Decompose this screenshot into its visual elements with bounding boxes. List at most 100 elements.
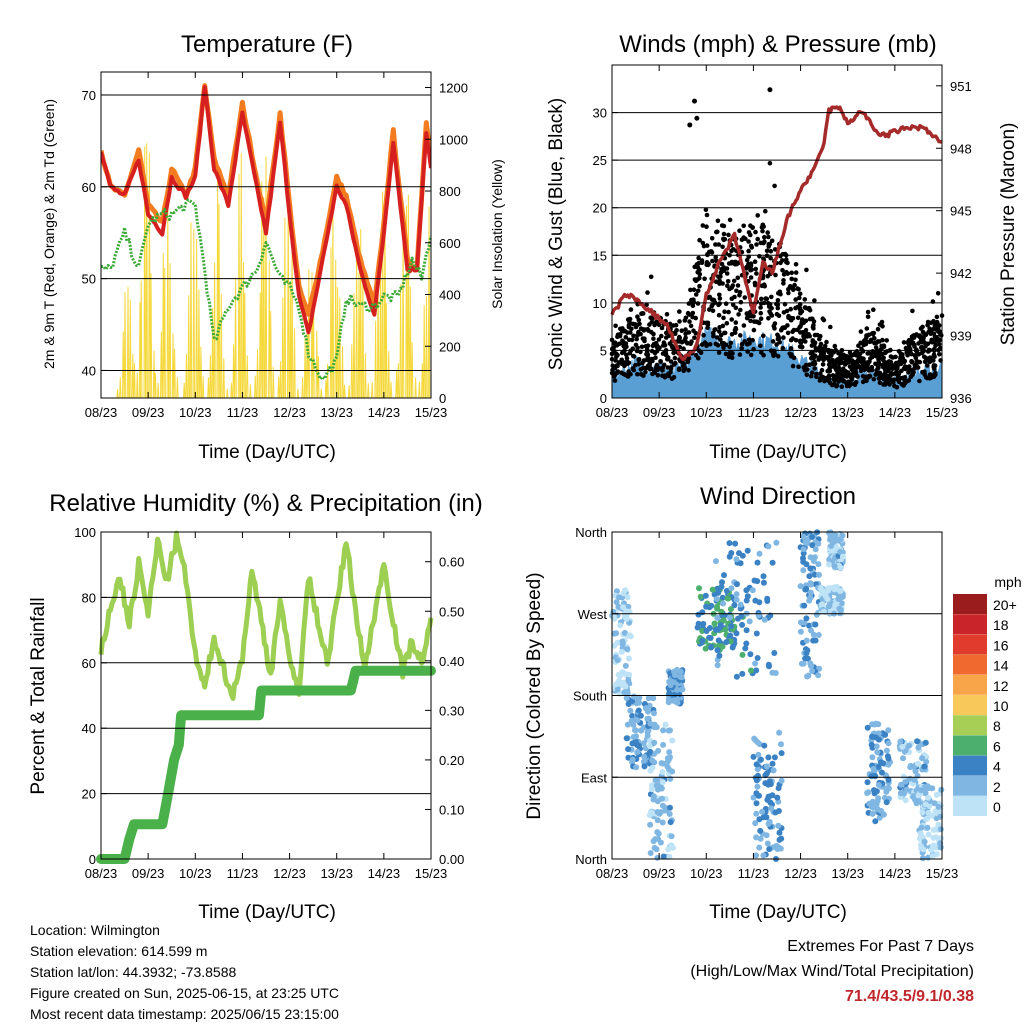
direction-point	[836, 562, 842, 569]
gust-point	[841, 378, 847, 384]
gust-point	[719, 261, 725, 267]
direction-point	[937, 826, 944, 833]
gust-point	[781, 310, 787, 315]
gust-point	[804, 372, 810, 378]
direction-point	[699, 637, 706, 644]
gust-point	[744, 315, 750, 321]
direction-point	[746, 618, 753, 625]
winds-xtick-label: 14/23	[879, 405, 912, 420]
gust-point	[862, 367, 867, 373]
direction-point	[757, 756, 764, 763]
direction-point	[937, 844, 944, 851]
gust-point	[777, 289, 783, 295]
direction-point	[632, 727, 639, 734]
gust-point	[746, 239, 751, 244]
direction-point	[655, 786, 661, 793]
direction-point	[714, 614, 721, 621]
gust-point	[729, 317, 734, 322]
direction-point	[657, 809, 664, 816]
gust-point	[921, 330, 926, 336]
gust-point	[806, 332, 811, 337]
gust-point	[912, 344, 917, 349]
gust-point	[785, 330, 791, 336]
direction-point	[697, 593, 704, 600]
gust-point	[717, 301, 722, 306]
direction-point	[774, 794, 781, 801]
direction-point	[754, 783, 761, 790]
direction-point	[711, 620, 718, 627]
direction-point	[809, 534, 816, 540]
direction-point	[897, 790, 904, 797]
gust-point	[812, 298, 817, 303]
speed-legend-label: 20+	[993, 597, 1017, 613]
gust-point	[641, 358, 647, 363]
direction-point	[825, 529, 832, 536]
direction-ylabel: Direction (Colored By Speed)	[524, 572, 545, 819]
direction-point	[864, 779, 871, 786]
direction-point	[671, 691, 678, 698]
direction-point	[831, 563, 838, 570]
direction-point	[637, 712, 644, 719]
gust-point	[917, 333, 922, 338]
direction-point	[765, 754, 772, 761]
gust-point	[871, 376, 877, 382]
gust-point	[693, 353, 699, 358]
gust-point	[691, 287, 697, 293]
direction-point	[918, 824, 925, 831]
gust-point	[767, 87, 773, 93]
direction-point	[647, 821, 654, 828]
gust-point	[680, 360, 686, 366]
winds-y2tick-label: 945	[950, 204, 972, 219]
gust-point	[679, 328, 684, 334]
gust-point	[910, 308, 915, 314]
gust-point	[780, 268, 785, 273]
gust-point	[760, 222, 766, 228]
direction-point	[807, 565, 814, 572]
direction-point	[733, 673, 740, 680]
direction-point	[613, 599, 620, 606]
gust-point	[912, 362, 918, 368]
gust-point	[854, 362, 859, 367]
direction-point	[655, 747, 662, 754]
gust-point	[887, 382, 892, 387]
gust-point	[769, 313, 775, 318]
direction-point	[736, 550, 742, 557]
direction-point	[765, 661, 772, 668]
gust-point	[789, 276, 794, 282]
extremes-values: 71.4/43.5/9.1/0.38	[845, 988, 974, 1005]
gust-point	[723, 301, 729, 307]
direction-point	[738, 613, 745, 620]
direction-point	[925, 794, 932, 801]
direction-point	[883, 785, 889, 792]
gust-point	[749, 313, 755, 319]
direction-point	[760, 852, 767, 859]
gust-point	[834, 383, 839, 389]
winds-ytick-label: 0	[600, 391, 607, 406]
winds-ytick-label: 20	[593, 201, 607, 216]
gust-point	[831, 359, 836, 365]
direction-point	[866, 800, 873, 807]
direction-point	[809, 542, 816, 549]
gust-point	[644, 347, 650, 352]
humidity-y2tick-label: 0.50	[439, 604, 464, 619]
direction-point	[750, 794, 757, 801]
gust-point	[720, 342, 725, 348]
gust-points	[609, 87, 945, 390]
direction-point	[899, 743, 906, 750]
direction-point	[806, 597, 813, 604]
direction-point	[651, 710, 657, 717]
temperature-xtick-label: 15/23	[415, 405, 448, 420]
humidity-ytick-label: 60	[82, 656, 96, 671]
direction-point	[753, 761, 760, 768]
direction-point	[611, 642, 618, 649]
direction-xtick-label: 14/23	[879, 866, 912, 881]
direction-point	[721, 572, 727, 579]
gust-point	[748, 352, 754, 358]
direction-point	[666, 853, 673, 860]
direction-point	[733, 556, 740, 563]
speed-legend-label: 4	[993, 759, 1001, 775]
gust-point	[771, 349, 776, 354]
speed-legend-label: 16	[993, 637, 1009, 653]
gust-point	[935, 328, 941, 334]
gust-point	[702, 276, 707, 282]
